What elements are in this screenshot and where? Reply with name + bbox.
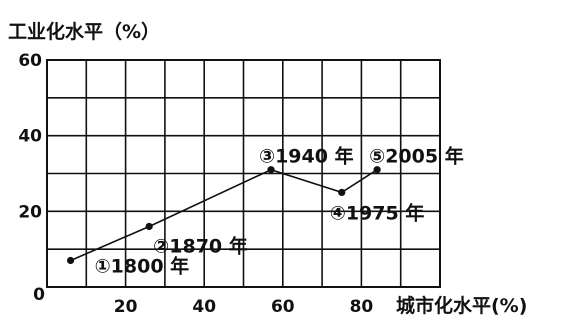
point-label: ②1870 年 — [153, 234, 248, 257]
y-axis-title: 工业化水平（%） — [8, 20, 160, 43]
tick-labels: 0 20 40 60 80 20 40 60 — [18, 51, 373, 317]
y-tick-label: 20 — [18, 202, 42, 222]
x-tick-label: 60 — [271, 297, 295, 317]
x-tick-label: 40 — [192, 297, 216, 317]
x-tick-label: 0 — [33, 285, 45, 305]
point-label: ④1975 年 — [330, 201, 425, 224]
point-label: ①1800 年 — [95, 255, 190, 278]
data-point — [66, 256, 75, 265]
data-points — [66, 166, 381, 265]
data-point — [267, 166, 275, 174]
plot-frame — [46, 59, 441, 288]
data-point — [373, 166, 381, 174]
x-tick-label: 20 — [114, 297, 138, 317]
y-tick-label: 40 — [18, 127, 42, 147]
y-tick-label: 60 — [18, 51, 42, 71]
data-point — [338, 188, 346, 197]
x-axis-title: 城市化水平(%) — [396, 294, 527, 317]
data-point — [145, 222, 153, 231]
point-label: ③1940 年 — [259, 145, 354, 168]
x-tick-label: 80 — [350, 297, 374, 317]
point-label: ⑤2005 年 — [369, 145, 464, 168]
